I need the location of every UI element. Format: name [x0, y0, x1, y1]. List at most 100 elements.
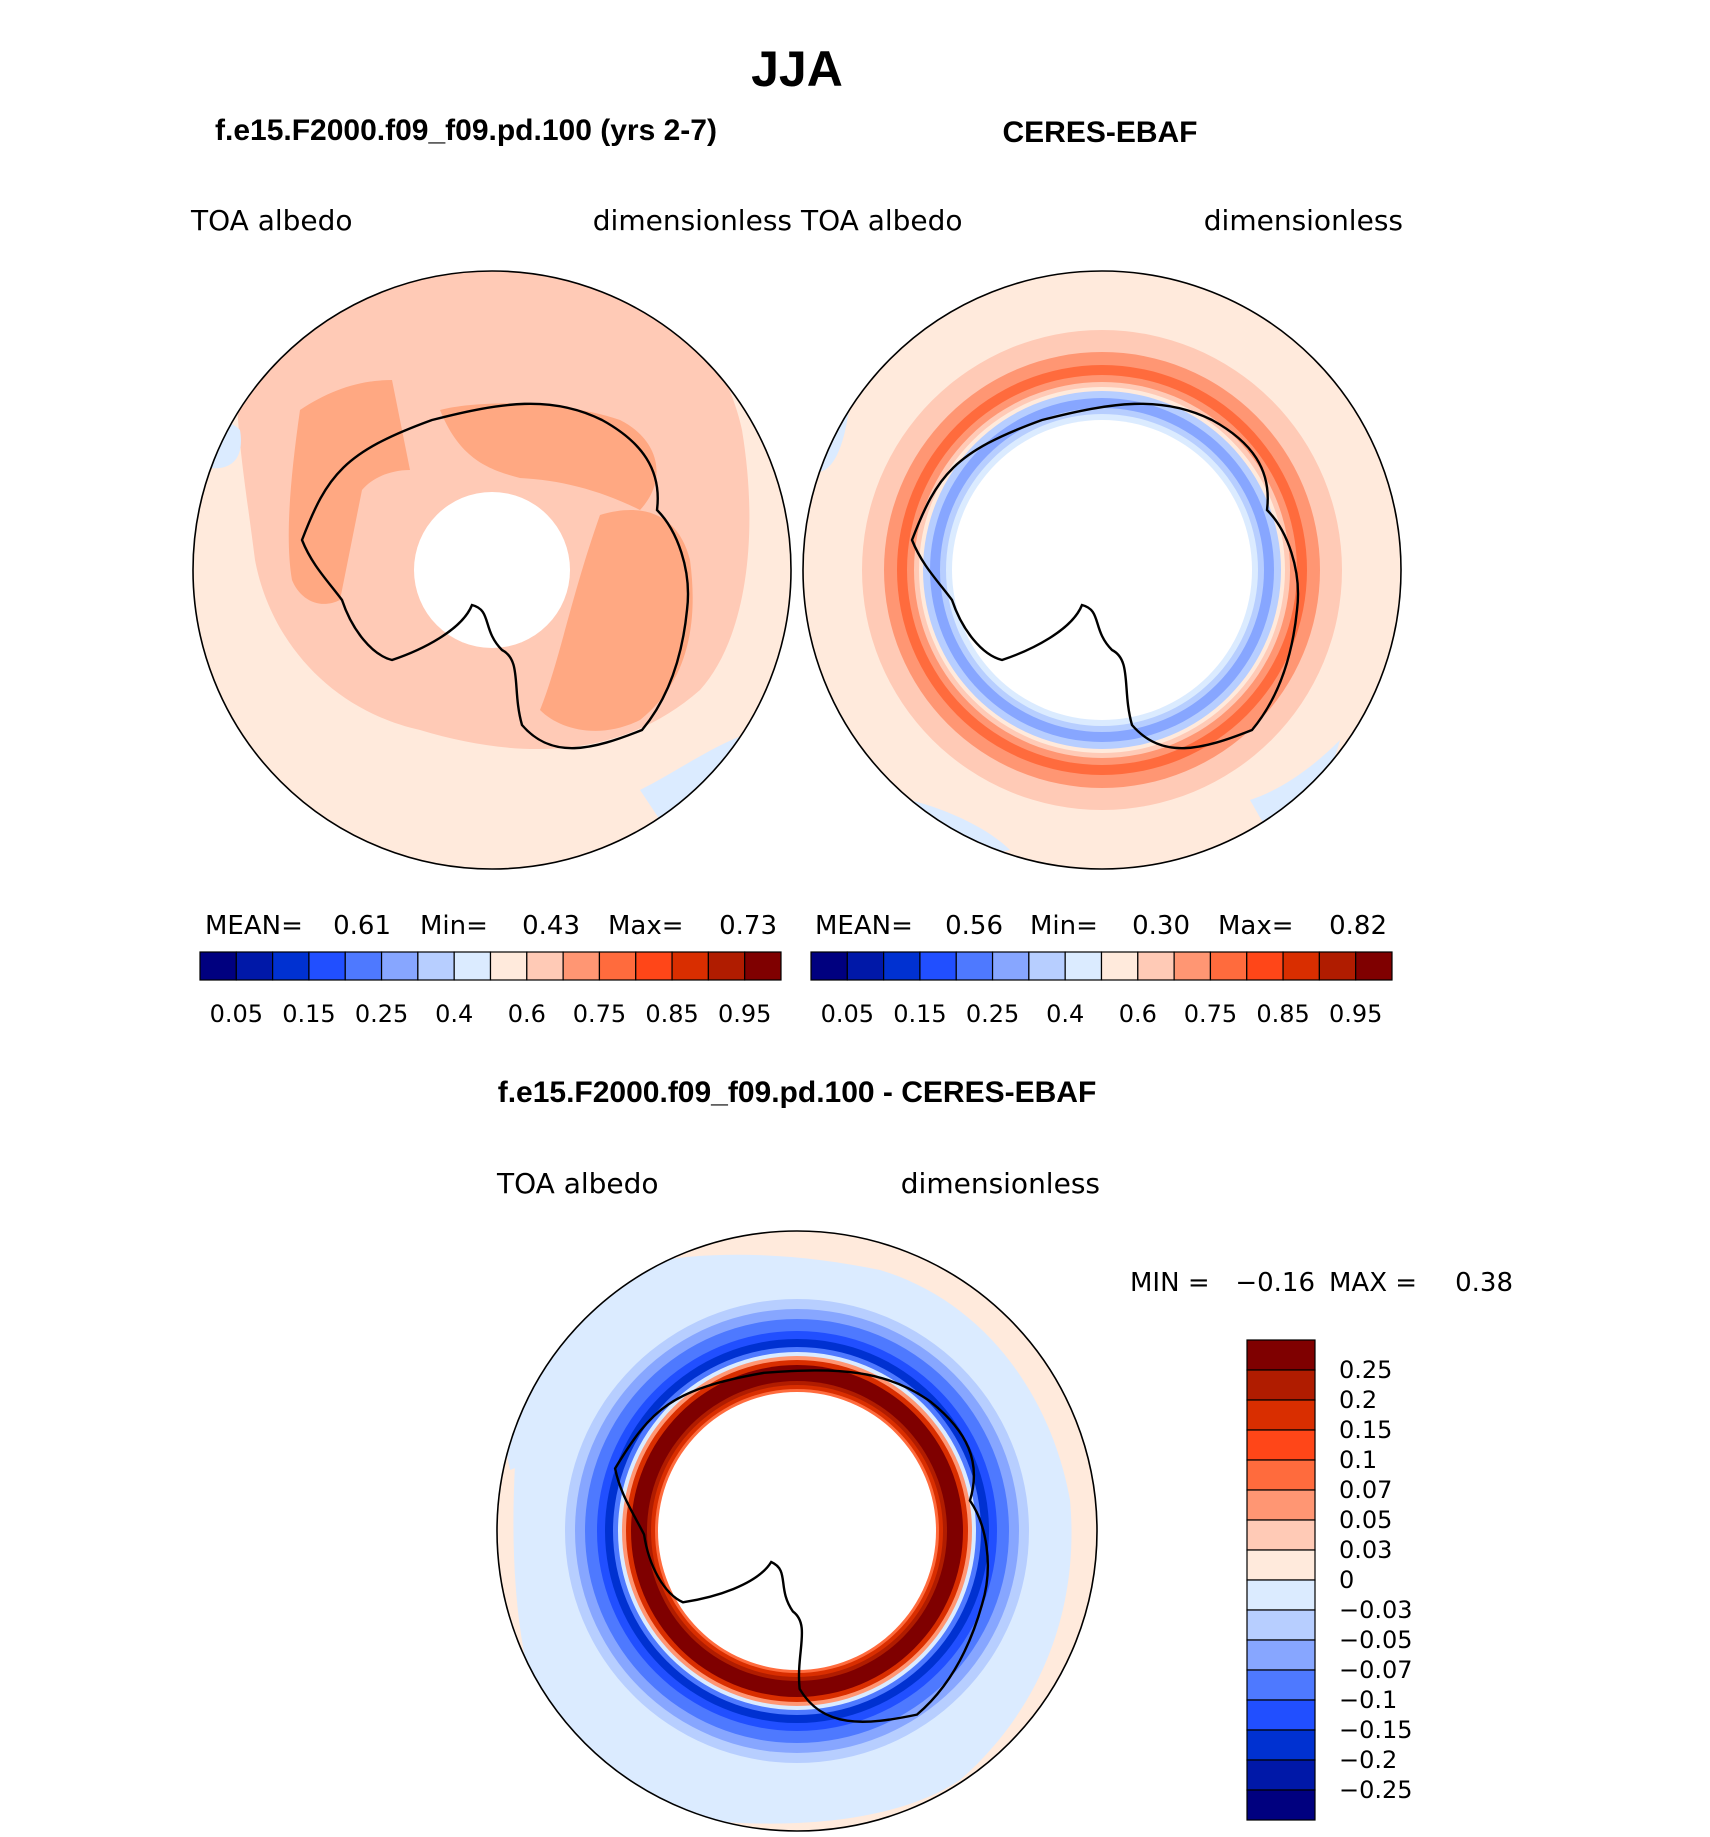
difference-variable-label: TOA albedo	[496, 1167, 659, 1200]
max-value-obs: 0.82	[1329, 911, 1387, 941]
colorbar-difference-tick-label: 0.05	[1339, 1506, 1392, 1534]
colorbar-model-swatch	[562, 951, 601, 981]
colorbar-model-swatch	[344, 951, 383, 981]
min-value-model: 0.43	[522, 911, 580, 941]
colorbar-obs-tick-label: 0.95	[1329, 1000, 1382, 1028]
colorbar-difference-tick-label: −0.07	[1339, 1656, 1413, 1684]
colorbar-difference-swatch	[1246, 1639, 1316, 1671]
difference-title: f.e15.F2000.f09_f09.pd.100 - CERES-EBAF	[498, 1076, 1097, 1109]
colorbar-model-tick-label: 0.75	[573, 1000, 626, 1028]
colorbar-difference-swatch	[1246, 1459, 1316, 1491]
diff-min-value: −0.16	[1235, 1268, 1315, 1298]
colorbar-obs-swatch	[883, 951, 921, 981]
colorbar-obs-tick-label: 0.15	[893, 1000, 946, 1028]
colorbar-difference-tick-label: −0.1	[1339, 1686, 1397, 1714]
panel-obs-variable-label: TOA albedo	[800, 204, 963, 237]
colorbar-model-swatch	[235, 951, 274, 981]
colorbar-difference-swatch	[1246, 1429, 1316, 1461]
max-label-model: Max=	[608, 911, 684, 941]
colorbar-obs-swatch	[991, 951, 1030, 981]
min-label-obs: Min=	[1030, 911, 1098, 941]
mean-value-model: 0.61	[333, 911, 391, 941]
colorbar-model-tick-label: 0.15	[282, 1000, 335, 1028]
colorbar-obs-swatch	[1355, 951, 1393, 981]
colorbar-difference-tick-label: −0.15	[1339, 1716, 1413, 1744]
map-difference	[496, 1230, 1098, 1832]
mean-value-obs: 0.56	[945, 911, 1003, 941]
stats-model: MEAN= 0.61 Min= 0.43 Max= 0.73	[205, 911, 777, 941]
colorbar-obs-swatch	[919, 951, 957, 981]
colorbar-obs-swatch	[1064, 951, 1103, 981]
colorbar-difference-swatch	[1246, 1699, 1316, 1731]
colorbar-obs-swatch	[1318, 951, 1357, 981]
colorbar-difference-swatch	[1246, 1549, 1316, 1581]
colorbar-obs-swatch	[846, 951, 885, 981]
colorbar-difference-tick-label: −0.03	[1339, 1596, 1413, 1624]
panel-model-units-label: dimensionless	[593, 204, 792, 237]
colorbar-obs-swatch	[1282, 951, 1320, 981]
stats-obs: MEAN= 0.56 Min= 0.30 Max= 0.82	[815, 911, 1387, 941]
map-obs	[802, 270, 1402, 870]
panel-model-title: f.e15.F2000.f09_f09.pd.100 (yrs 2-7)	[215, 114, 717, 147]
colorbar-model-swatch	[308, 951, 346, 981]
max-label-obs: Max=	[1218, 911, 1294, 941]
colorbar-model-tick-label: 0.05	[210, 1000, 263, 1028]
colorbar-difference-swatch	[1246, 1339, 1316, 1371]
colorbar-model-swatch	[635, 951, 673, 981]
colorbar-model-swatch	[707, 951, 746, 981]
map-model	[192, 270, 792, 870]
panel-obs-units-label: dimensionless	[1204, 204, 1403, 237]
colorbar-difference-tick-label: 0.1	[1339, 1446, 1377, 1474]
colorbar-difference-swatch	[1246, 1489, 1316, 1521]
panel-difference: f.e15.F2000.f09_f09.pd.100 - CERES-EBAF …	[496, 1076, 1513, 1832]
colorbar-model-swatch	[453, 951, 492, 981]
colorbar-difference-swatch	[1246, 1579, 1316, 1611]
colorbar-difference-swatch	[1246, 1519, 1316, 1551]
min-value-obs: 0.30	[1132, 911, 1190, 941]
colorbar-obs-swatch	[1028, 951, 1066, 981]
colorbar-obs-swatch	[955, 951, 994, 981]
colorbar-model-tick-label: 0.6	[508, 1000, 546, 1028]
colorbar-model-swatch	[598, 951, 637, 981]
colorbar-obs-swatch	[810, 951, 848, 981]
colorbar-difference-swatch	[1246, 1789, 1316, 1821]
colorbar-model-tick-label: 0.95	[718, 1000, 771, 1028]
panel-obs: CERES-EBAF TOA albedo dimensionless	[800, 116, 1403, 1028]
colorbar-difference-tick-label: −0.05	[1339, 1626, 1413, 1654]
colorbar-obs-tick-label: 0.25	[966, 1000, 1019, 1028]
colorbar-model-swatch	[272, 951, 310, 981]
colorbar-obs-swatch	[1173, 951, 1212, 981]
colorbar-difference-swatch	[1246, 1369, 1316, 1401]
colorbar-obs-tick-label: 0.75	[1184, 1000, 1237, 1028]
colorbar-difference-tick-label: 0.15	[1339, 1416, 1392, 1444]
colorbar-model: 0.05 0.15 0.25 0.4 0.6 0.75 0.85 0.95	[199, 951, 782, 1028]
colorbar-difference-swatch	[1246, 1759, 1316, 1791]
panel-obs-title: CERES-EBAF	[1002, 116, 1197, 149]
colorbar-difference-swatch	[1246, 1609, 1316, 1641]
colorbar-obs-tick-label: 0.05	[821, 1000, 874, 1028]
panel-model-variable-label: TOA albedo	[190, 204, 353, 237]
stats-difference: MIN = −0.16 MAX = 0.38	[1130, 1268, 1513, 1298]
colorbar-difference: 0.250.20.150.10.070.050.030−0.03−0.05−0.…	[1246, 1339, 1413, 1821]
colorbar-obs-swatch	[1100, 951, 1139, 981]
colorbar-model-tick-label: 0.4	[435, 1000, 473, 1028]
colorbar-obs: 0.05 0.15 0.25 0.4 0.6 0.75 0.85 0.95	[810, 951, 1393, 1028]
colorbar-difference-tick-label: 0.2	[1339, 1386, 1377, 1414]
colorbar-model-swatch	[526, 951, 564, 981]
difference-units-label: dimensionless	[901, 1167, 1100, 1200]
colorbar-model-tick-label: 0.85	[645, 1000, 698, 1028]
colorbar-difference-tick-label: −0.2	[1339, 1746, 1397, 1774]
colorbar-obs-tick-label: 0.85	[1256, 1000, 1309, 1028]
colorbar-difference-swatch	[1246, 1399, 1316, 1431]
colorbar-model-swatch	[417, 951, 455, 981]
colorbar-obs-swatch	[1137, 951, 1175, 981]
colorbar-model-swatch	[671, 951, 709, 981]
colorbar-model-swatch	[380, 951, 419, 981]
min-label-model: Min=	[420, 911, 488, 941]
colorbar-difference-tick-label: 0.03	[1339, 1536, 1392, 1564]
colorbar-model-swatch	[744, 951, 782, 981]
colorbar-difference-tick-label: 0	[1339, 1566, 1354, 1594]
diff-max-label: MAX =	[1329, 1268, 1417, 1298]
colorbar-model-swatch	[199, 951, 237, 981]
